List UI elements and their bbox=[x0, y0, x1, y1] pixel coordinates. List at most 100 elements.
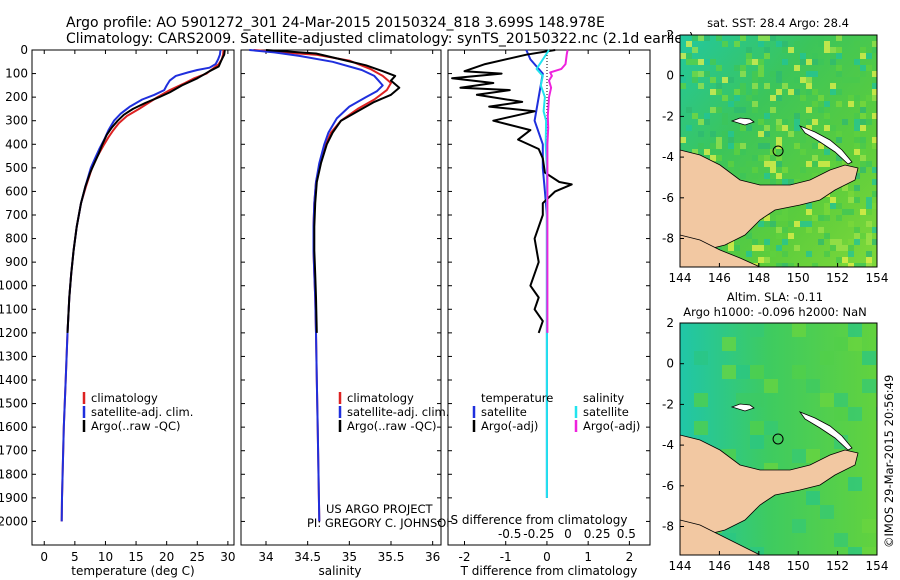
field-cell bbox=[776, 125, 782, 131]
field-cell bbox=[722, 131, 728, 137]
lon-tick-label: 146 bbox=[708, 271, 731, 285]
field-cell bbox=[860, 161, 866, 167]
field-cell bbox=[770, 71, 776, 77]
field-cell bbox=[830, 203, 836, 209]
field-cell bbox=[710, 131, 716, 137]
field-cell bbox=[704, 113, 710, 119]
field-cell bbox=[776, 155, 782, 161]
lon-tick-label: 146 bbox=[708, 559, 731, 573]
field-cell bbox=[836, 245, 842, 251]
field-cell bbox=[764, 143, 770, 149]
lon-tick-label: 154 bbox=[866, 271, 889, 285]
field-cell bbox=[758, 221, 764, 227]
field-cell bbox=[694, 393, 708, 407]
field-cell bbox=[812, 119, 818, 125]
field-cell bbox=[800, 77, 806, 83]
field-cell bbox=[734, 89, 740, 95]
field-cell bbox=[860, 71, 866, 77]
field-cell bbox=[770, 161, 776, 167]
field-cell bbox=[820, 505, 834, 519]
y-tick-label: 1900 bbox=[0, 491, 28, 505]
field-cell bbox=[806, 379, 820, 393]
field-cell bbox=[854, 119, 860, 125]
field-cell bbox=[746, 47, 752, 53]
field-cell bbox=[848, 323, 862, 337]
field-cell bbox=[854, 95, 860, 101]
sla-map-title: Altim. SLA: -0.11 bbox=[727, 290, 823, 304]
field-cell bbox=[866, 95, 872, 101]
field-cell bbox=[872, 113, 877, 119]
field-cell bbox=[788, 233, 794, 239]
field-cell bbox=[782, 215, 788, 221]
figure-title-line2: Climatology: CARS2009. Satellite-adjuste… bbox=[66, 31, 694, 47]
field-cell bbox=[792, 449, 806, 463]
field-cell bbox=[860, 53, 866, 59]
field-cell bbox=[830, 53, 836, 59]
field-cell bbox=[782, 125, 788, 131]
field-cell bbox=[824, 113, 830, 119]
field-cell bbox=[842, 263, 848, 267]
field-cell bbox=[836, 65, 842, 71]
field-cell bbox=[836, 155, 842, 161]
field-cell bbox=[860, 65, 866, 71]
field-cell bbox=[704, 149, 710, 155]
field-cell bbox=[794, 143, 800, 149]
field-cell bbox=[830, 47, 836, 53]
field-cell bbox=[848, 337, 862, 351]
field-cell bbox=[716, 65, 722, 71]
x-tick-label: 34 bbox=[258, 550, 273, 564]
field-cell bbox=[854, 233, 860, 239]
field-cell bbox=[824, 149, 830, 155]
y-tick-label: 1600 bbox=[0, 420, 28, 434]
y-tick-label: 1800 bbox=[0, 467, 28, 481]
field-cell bbox=[872, 239, 877, 245]
field-cell bbox=[728, 245, 734, 251]
field-cell bbox=[722, 95, 728, 101]
field-cell bbox=[728, 131, 734, 137]
field-cell bbox=[686, 125, 692, 131]
field-cell bbox=[758, 41, 764, 47]
sst-argo-position-marker bbox=[772, 145, 784, 157]
legend-t-satellite-label: satellite bbox=[481, 405, 527, 419]
field-cell bbox=[792, 365, 806, 379]
field-cell bbox=[686, 41, 692, 47]
field-cell bbox=[764, 245, 770, 251]
field-cell bbox=[830, 89, 836, 95]
field-cell bbox=[860, 101, 866, 107]
field-cell bbox=[746, 95, 752, 101]
field-cell bbox=[692, 47, 698, 53]
field-cell bbox=[716, 137, 722, 143]
field-cell bbox=[806, 161, 812, 167]
lat-tick-label: -8 bbox=[662, 520, 674, 534]
field-cell bbox=[848, 77, 854, 83]
field-cell bbox=[794, 221, 800, 227]
series-line-argo-raw-qc- bbox=[265, 49, 401, 333]
field-cell bbox=[728, 161, 734, 167]
temperature-series bbox=[60, 49, 226, 522]
field-cell bbox=[746, 233, 752, 239]
sst-lat-tick-labels: 2 0 -2 -4 -6 -8 bbox=[662, 28, 684, 246]
s-x-tick-label: 0 bbox=[564, 527, 572, 541]
y-tick-label: 300 bbox=[5, 114, 28, 128]
field-cell bbox=[848, 197, 854, 203]
field-cell bbox=[752, 167, 758, 173]
field-cell bbox=[860, 167, 866, 173]
y-tick-label: 1200 bbox=[0, 326, 28, 340]
field-cell bbox=[866, 65, 872, 71]
field-cell bbox=[770, 107, 776, 113]
field-cell bbox=[830, 245, 836, 251]
field-cell bbox=[792, 519, 806, 533]
field-cell bbox=[710, 107, 716, 113]
legend-s-satellite-label: satellite bbox=[583, 405, 629, 419]
field-cell bbox=[740, 173, 746, 179]
x-tick-label: 34.5 bbox=[294, 550, 321, 564]
field-cell bbox=[854, 149, 860, 155]
field-cell bbox=[812, 53, 818, 59]
field-cell bbox=[716, 107, 722, 113]
sla-lon-tick-labels: 144 146 148 150 152 154 bbox=[669, 551, 888, 573]
field-cell bbox=[800, 59, 806, 65]
field-cell bbox=[848, 95, 854, 101]
field-cell bbox=[722, 337, 736, 351]
sst-map-frame bbox=[679, 34, 878, 268]
field-cell bbox=[782, 131, 788, 137]
